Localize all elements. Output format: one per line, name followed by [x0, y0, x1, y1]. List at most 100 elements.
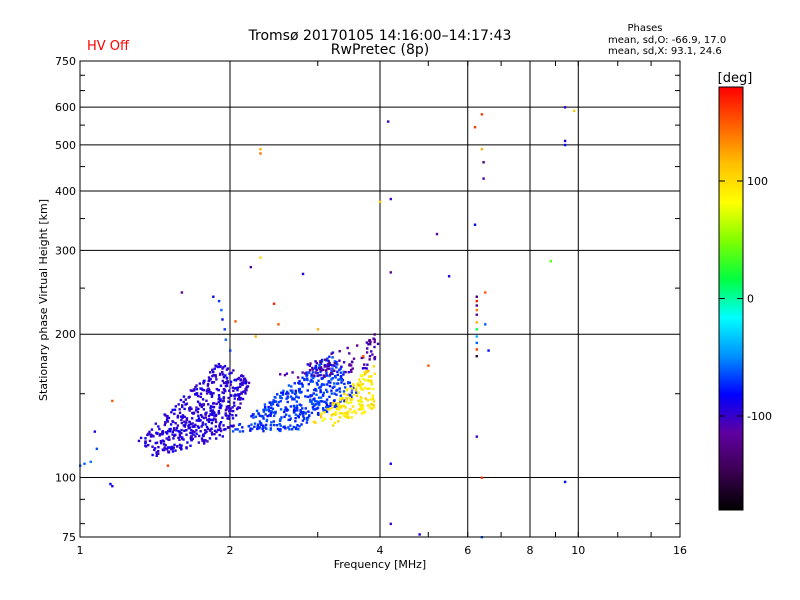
data-point: [215, 387, 219, 391]
data-point: [204, 423, 207, 426]
data-point: [304, 411, 307, 414]
data-point: [232, 424, 235, 427]
data-point: [210, 431, 214, 434]
data-point: [359, 404, 362, 408]
data-point: [316, 328, 320, 331]
data-point: [327, 362, 330, 366]
data-point: [331, 367, 334, 370]
data-point: [184, 423, 187, 426]
data-point: [194, 435, 197, 438]
data-point: [294, 413, 298, 416]
data-point: [206, 383, 210, 386]
data-point: [202, 408, 206, 411]
data-point: [357, 384, 360, 387]
data-point: [261, 415, 265, 418]
data-point: [480, 113, 484, 116]
data-point: [364, 397, 367, 400]
data-point: [171, 433, 174, 436]
data-point: [225, 407, 228, 411]
data-point: [331, 351, 335, 354]
data-point: [361, 407, 365, 410]
data-point: [370, 375, 373, 378]
data-point: [319, 416, 323, 419]
data-point: [328, 395, 331, 399]
data-point: [231, 430, 235, 433]
data-point: [189, 437, 193, 441]
data-point: [202, 404, 205, 407]
data-point: [256, 425, 259, 428]
data-point: [331, 386, 334, 389]
data-point: [195, 384, 198, 387]
data-point: [238, 430, 242, 433]
data-point: [301, 272, 305, 276]
data-point: [291, 371, 294, 374]
data-point: [313, 397, 316, 400]
data-point: [191, 429, 195, 433]
data-point: [212, 381, 216, 384]
data-point: [158, 434, 161, 437]
data-point: [267, 408, 271, 411]
data-point: [226, 426, 230, 429]
data-point: [111, 484, 114, 488]
data-point: [205, 425, 209, 429]
data-point: [201, 388, 204, 392]
data-point: [244, 379, 248, 383]
chart-title: Tromsø 20170105 14:16:00–14:17:43: [248, 28, 512, 44]
data-point: [335, 366, 338, 369]
data-point: [299, 408, 302, 412]
data-point: [435, 232, 439, 236]
data-point: [204, 413, 207, 416]
data-point: [292, 409, 296, 412]
data-point: [175, 429, 178, 432]
data-point: [304, 395, 307, 398]
data-point: [340, 404, 344, 408]
data-point: [368, 387, 371, 390]
data-point: [225, 414, 228, 417]
data-point: [360, 356, 363, 360]
x-tick-label: 16: [673, 544, 687, 557]
data-point: [333, 385, 336, 388]
data-point: [340, 378, 344, 382]
data-point: [169, 423, 173, 426]
data-point: [199, 430, 202, 433]
data-point: [207, 414, 211, 418]
data-point: [323, 365, 326, 368]
data-point: [218, 406, 222, 409]
data-point: [283, 408, 287, 412]
colorbar-tick-label: -100: [747, 410, 772, 423]
data-point: [146, 433, 149, 437]
data-point: [325, 371, 328, 375]
data-point: [333, 369, 336, 372]
data-point: [249, 265, 253, 269]
data-point: [207, 376, 211, 379]
data-point: [166, 416, 169, 420]
data-point: [342, 361, 346, 364]
data-point: [298, 390, 302, 394]
data-point: [262, 429, 265, 433]
data-point: [315, 389, 318, 392]
data-point: [357, 399, 360, 402]
data-point: [144, 437, 147, 440]
y-tick-label: 500: [55, 139, 76, 152]
data-point: [191, 425, 194, 428]
data-point: [365, 367, 368, 370]
data-point: [315, 362, 319, 365]
data-point: [195, 392, 199, 395]
data-point: [109, 482, 112, 486]
data-point: [256, 426, 260, 429]
data-point: [285, 397, 288, 400]
data-point: [359, 399, 362, 403]
data-point: [209, 378, 212, 381]
data-point: [342, 370, 345, 374]
data-point: [227, 405, 230, 408]
data-point: [475, 335, 478, 338]
data-point: [327, 359, 330, 363]
data-point: [447, 275, 451, 278]
data-point: [151, 453, 154, 457]
data-point: [225, 384, 229, 388]
data-point: [197, 441, 201, 444]
data-point: [297, 396, 300, 399]
data-point: [336, 363, 339, 366]
data-point: [232, 369, 235, 372]
data-point: [236, 386, 240, 389]
